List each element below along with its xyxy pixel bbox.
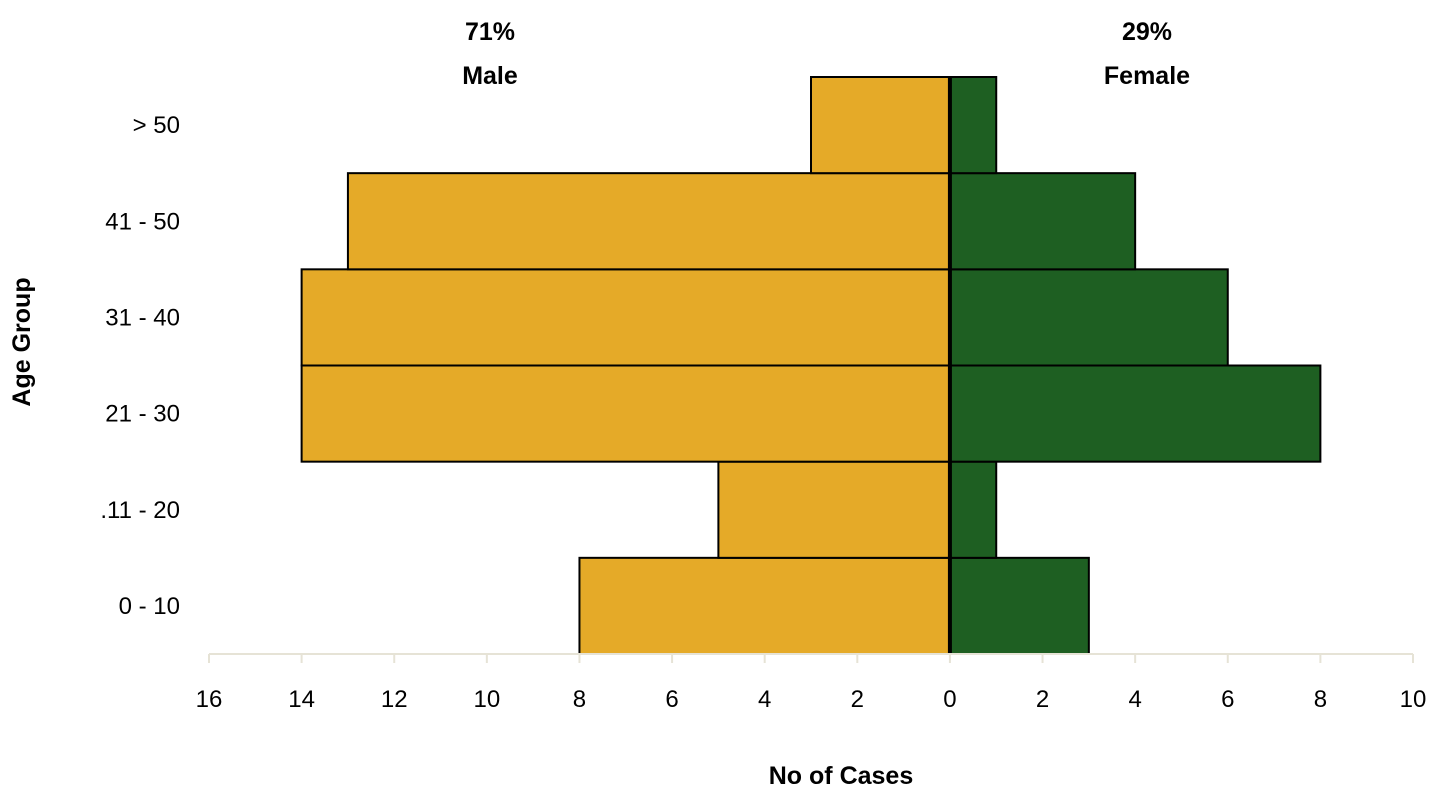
male-bar-50 bbox=[810, 76, 951, 175]
female-bar-50 bbox=[948, 76, 998, 175]
x-tick-label: 14 bbox=[288, 686, 315, 713]
x-axis: 16 14 12 10 8 6 4 2 0 2 4 6 8 10 bbox=[196, 653, 1427, 713]
x-axis-title: No of Cases bbox=[769, 762, 913, 790]
x-tick-label: 6 bbox=[665, 686, 678, 713]
y-category-labels: 0 - 10 .11 - 20 21 - 30 31 - 40 41 - 50 > 50 bbox=[100, 112, 180, 620]
y-category-label: 41 - 50 bbox=[105, 208, 180, 235]
y-category-label: > 50 bbox=[133, 112, 180, 139]
x-tick-label: 2 bbox=[851, 686, 864, 713]
male-group-label: Male bbox=[462, 62, 518, 90]
male-bar-41-50 bbox=[346, 172, 951, 271]
x-tick-label: 4 bbox=[1128, 686, 1141, 713]
male-bar-0-10 bbox=[578, 556, 951, 655]
male-bar-31-40 bbox=[300, 268, 951, 367]
y-category-label: 21 - 30 bbox=[105, 401, 180, 428]
male-share-label: 71% bbox=[465, 18, 515, 46]
male-bar-11-20 bbox=[717, 460, 951, 559]
x-tick-label: 6 bbox=[1221, 686, 1234, 713]
y-category-label: 0 - 10 bbox=[119, 593, 180, 620]
y-axis-title: Age Group bbox=[8, 277, 36, 406]
x-tick-label: 12 bbox=[381, 686, 408, 713]
male-bar-21-30 bbox=[300, 364, 951, 463]
bars-layer bbox=[300, 76, 1322, 655]
x-tick-label: 8 bbox=[573, 686, 586, 713]
female-bar-11-20 bbox=[948, 460, 998, 559]
female-bar-0-10 bbox=[948, 556, 1090, 655]
x-tick-label: 10 bbox=[473, 686, 500, 713]
y-category-label: .11 - 20 bbox=[100, 497, 180, 524]
female-bar-41-50 bbox=[948, 172, 1137, 271]
x-tick-label: 2 bbox=[1036, 686, 1049, 713]
x-tick-label: 10 bbox=[1400, 686, 1427, 713]
x-tick-label: 8 bbox=[1314, 686, 1327, 713]
x-tick-label: 4 bbox=[758, 686, 771, 713]
female-group-label: Female bbox=[1104, 62, 1190, 90]
x-tick-label: 16 bbox=[196, 686, 223, 713]
female-bar-21-30 bbox=[948, 364, 1322, 463]
female-share-label: 29% bbox=[1122, 18, 1172, 46]
y-category-label: 31 - 40 bbox=[105, 304, 180, 331]
x-tick-label: 0 bbox=[943, 686, 956, 713]
female-bar-31-40 bbox=[948, 268, 1229, 367]
